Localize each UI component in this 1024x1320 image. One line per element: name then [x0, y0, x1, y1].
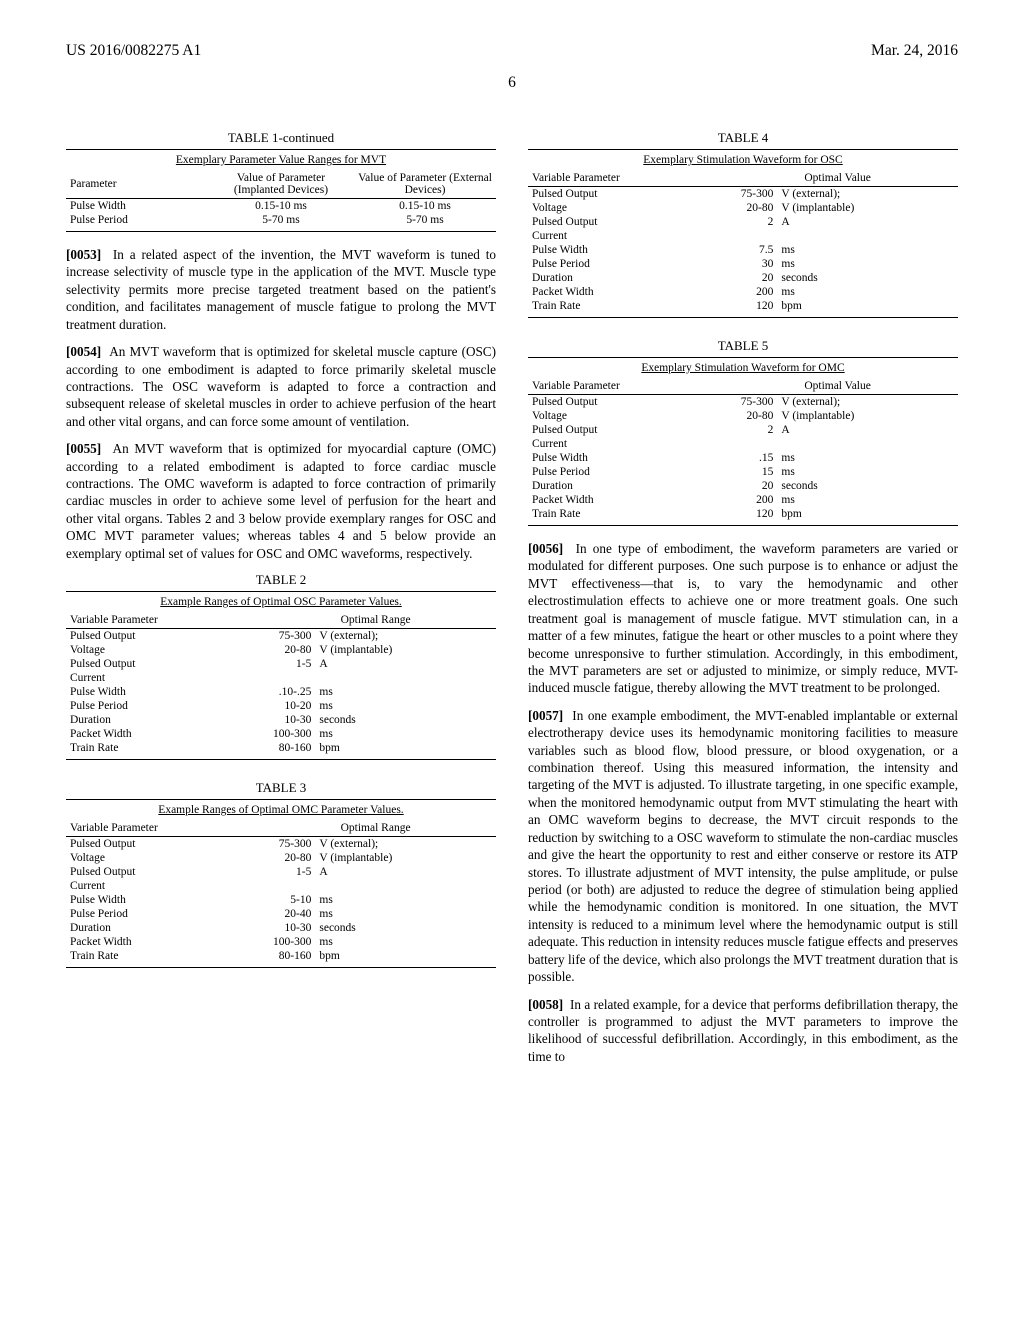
table-row: Pulse Width.10-.25ms [66, 685, 496, 699]
table-row: Voltage20-80V (implantable) [66, 643, 496, 657]
table-row: Pulsed Output2A [528, 423, 958, 437]
paragraph-0056: [0056] In one type of embodiment, the wa… [528, 540, 958, 697]
table-row: Voltage20-80V (implantable) [66, 851, 496, 865]
table4-title: TABLE 4 [528, 130, 958, 146]
table-row: Current [528, 229, 958, 243]
page-number: 6 [66, 74, 958, 92]
table2-body: Example Ranges of Optimal OSC Parameter … [66, 592, 496, 755]
table-row: Packet Width200ms [528, 285, 958, 299]
table1-caption: Exemplary Parameter Value Ranges for MVT [176, 154, 386, 166]
table-row: Current [528, 437, 958, 451]
publication-date: Mar. 24, 2016 [871, 42, 958, 60]
table-row: Packet Width100-300ms [66, 727, 496, 741]
content-columns: TABLE 1-continued Exemplary Parameter Va… [66, 124, 958, 1075]
para-num: [0053] [66, 247, 101, 262]
paragraph-0057: [0057] In one example embodiment, the MV… [528, 707, 958, 986]
table-row: Pulse Period15ms [528, 465, 958, 479]
table-row: Train Rate80-160bpm [66, 741, 496, 755]
publication-number: US 2016/0082275 A1 [66, 42, 201, 60]
table-1-continued: TABLE 1-continued Exemplary Parameter Va… [66, 130, 496, 232]
table-row: Duration10-30seconds [66, 713, 496, 727]
table-row: Pulse Width7.5ms [528, 243, 958, 257]
t1-h3: Value of Parameter (External Devices) [354, 170, 496, 199]
table1-title: TABLE 1-continued [66, 130, 496, 146]
table-row: Train Rate120bpm [528, 507, 958, 521]
paragraph-0055: [0055] An MVT waveform that is optimized… [66, 440, 496, 562]
table-row: Current [66, 671, 496, 685]
table-row: Pulse Width.15ms [528, 451, 958, 465]
right-column: TABLE 4 Exemplary Stimulation Waveform f… [528, 124, 958, 1075]
table-4: TABLE 4 Exemplary Stimulation Waveform f… [528, 130, 958, 318]
paragraph-0053: [0053] In a related aspect of the invent… [66, 246, 496, 333]
table5-title: TABLE 5 [528, 338, 958, 354]
table5-caption: Exemplary Stimulation Waveform for OMC [641, 362, 844, 374]
t1-h2: Value of Parameter (Implanted Devices) [208, 170, 354, 199]
para-num: [0057] [528, 708, 563, 723]
table-row: Duration20seconds [528, 479, 958, 493]
table-row: Train Rate120bpm [528, 299, 958, 313]
t1-h1: Parameter [66, 170, 208, 199]
table-row: Packet Width100-300ms [66, 935, 496, 949]
table-row: Voltage20-80V (implantable) [528, 409, 958, 423]
table2-title: TABLE 2 [66, 572, 496, 588]
table-5: TABLE 5 Exemplary Stimulation Waveform f… [528, 338, 958, 526]
table-row: Pulsed Output1-5A [66, 865, 496, 879]
table-2: TABLE 2 Example Ranges of Optimal OSC Pa… [66, 572, 496, 760]
table-row: Pulsed Output1-5A [66, 657, 496, 671]
table-row: Packet Width200ms [528, 493, 958, 507]
para-num: [0058] [528, 997, 563, 1012]
page-header: US 2016/0082275 A1 Mar. 24, 2016 [66, 42, 958, 60]
left-column: TABLE 1-continued Exemplary Parameter Va… [66, 124, 496, 1075]
paragraph-0054: [0054] An MVT waveform that is optimized… [66, 343, 496, 430]
table-row: Pulse Period 5-70 ms 5-70 ms [66, 213, 496, 227]
table-row: Pulse Width5-10ms [66, 893, 496, 907]
para-num: [0055] [66, 441, 101, 456]
table-row: Train Rate80-160bpm [66, 949, 496, 963]
table-row: Pulsed Output75-300V (external); [66, 837, 496, 852]
table-row: Pulsed Output75-300V (external); [528, 395, 958, 410]
table-row: Pulse Width 0.15-10 ms 0.15-10 ms [66, 199, 496, 214]
table-row: Pulsed Output2A [528, 215, 958, 229]
table-row: Voltage20-80V (implantable) [528, 201, 958, 215]
table-row: Pulse Period20-40ms [66, 907, 496, 921]
table5-body: Exemplary Stimulation Waveform for OMC V… [528, 358, 958, 521]
table-row: Duration10-30seconds [66, 921, 496, 935]
table4-body: Exemplary Stimulation Waveform for OSC V… [528, 150, 958, 313]
table3-caption: Example Ranges of Optimal OMC Parameter … [158, 804, 403, 816]
table4-caption: Exemplary Stimulation Waveform for OSC [643, 154, 842, 166]
table1-body: Exemplary Parameter Value Ranges for MVT… [66, 150, 496, 227]
table-3: TABLE 3 Example Ranges of Optimal OMC Pa… [66, 780, 496, 968]
table2-caption: Example Ranges of Optimal OSC Parameter … [160, 596, 402, 608]
table-row: Duration20seconds [528, 271, 958, 285]
table-row: Pulsed Output75-300V (external); [528, 187, 958, 202]
para-num: [0056] [528, 541, 563, 556]
table-row: Pulse Period30ms [528, 257, 958, 271]
table-row: Pulse Period10-20ms [66, 699, 496, 713]
table3-body: Example Ranges of Optimal OMC Parameter … [66, 800, 496, 963]
paragraph-0058: [0058] In a related example, for a devic… [528, 996, 958, 1066]
table-row: Current [66, 879, 496, 893]
table3-title: TABLE 3 [66, 780, 496, 796]
table-row: Pulsed Output75-300V (external); [66, 629, 496, 644]
para-num: [0054] [66, 344, 101, 359]
